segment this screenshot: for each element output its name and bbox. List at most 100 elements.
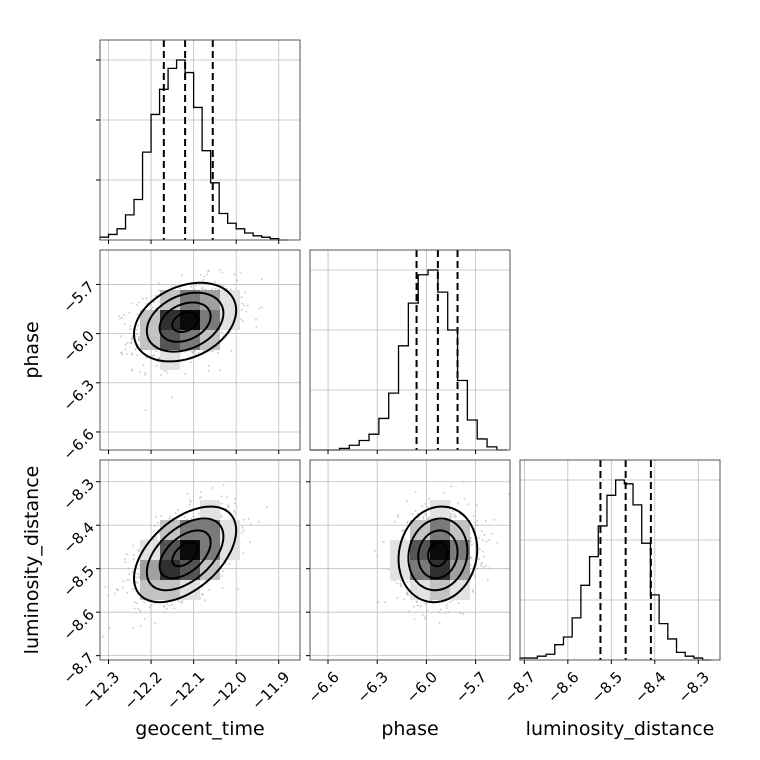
- sample-point: [488, 539, 491, 542]
- sample-point: [137, 607, 140, 610]
- sample-point: [414, 490, 417, 493]
- sample-point: [134, 601, 136, 603]
- gridlines: [520, 460, 720, 660]
- sample-point: [204, 599, 207, 602]
- sample-point: [241, 526, 244, 529]
- sample-point: [169, 515, 172, 518]
- sample-point: [211, 350, 214, 353]
- sample-point: [130, 369, 133, 372]
- sample-point: [207, 364, 210, 367]
- histogram-bar: [228, 223, 237, 240]
- sample-point: [171, 603, 174, 606]
- sample-point: [400, 580, 402, 583]
- panel-frame: [309, 459, 511, 661]
- y-tick-label: −5.7: [60, 278, 98, 316]
- sample-point: [177, 509, 179, 511]
- x-tick-label: −8.4: [631, 668, 669, 706]
- histogram-bar: [677, 652, 686, 660]
- sample-point: [249, 523, 252, 526]
- sample-point: [424, 512, 427, 515]
- sample-point: [178, 600, 181, 603]
- sample-point: [475, 504, 478, 507]
- sample-point: [151, 355, 154, 357]
- density-cell: [430, 500, 450, 520]
- sample-point: [181, 274, 183, 277]
- sample-point: [157, 289, 160, 292]
- sample-point: [480, 530, 483, 533]
- sample-point: [258, 307, 261, 310]
- sample-point: [234, 498, 237, 500]
- sample-point: [160, 515, 163, 518]
- sample-point: [190, 285, 193, 288]
- sample-point: [171, 396, 174, 399]
- sample-point: [211, 486, 214, 489]
- sample-point: [478, 548, 481, 550]
- sample-point: [107, 594, 110, 597]
- sample-point: [255, 325, 258, 328]
- histogram-bar: [126, 215, 135, 240]
- contour-line: [171, 311, 199, 333]
- sample-point: [137, 301, 140, 304]
- sample-point: [424, 603, 427, 606]
- sample-point: [226, 504, 229, 507]
- sample-point: [130, 302, 133, 305]
- density-cell: [220, 540, 240, 560]
- sample-point: [155, 364, 158, 367]
- density-cell: [160, 310, 180, 330]
- sample-point: [152, 537, 155, 540]
- density-cell: [140, 580, 160, 600]
- sample-point: [128, 311, 131, 314]
- sample-point: [214, 287, 217, 290]
- sample-point: [157, 282, 160, 285]
- sample-point: [240, 531, 243, 534]
- sample-point: [417, 518, 420, 520]
- sample-point: [243, 304, 246, 307]
- sample-point: [387, 568, 390, 571]
- sample-point: [221, 570, 224, 572]
- sample-point: [242, 518, 245, 521]
- histogram-bar: [477, 439, 487, 450]
- sample-point: [198, 512, 201, 515]
- sample-point: [445, 607, 448, 609]
- sample-point: [233, 502, 236, 505]
- sample-point: [457, 502, 460, 505]
- contour-line: [145, 517, 225, 592]
- y-axis-label-phase: phase: [21, 321, 43, 378]
- sample-point: [129, 328, 132, 331]
- sample-point: [453, 513, 456, 515]
- histogram-luminosity_distance: [519, 479, 712, 661]
- sample-point: [124, 348, 127, 351]
- histogram-bar: [143, 152, 152, 240]
- sample-point: [422, 516, 425, 518]
- x-axis-label-geocent_time: geocent_time: [135, 718, 264, 740]
- sample-point: [397, 514, 400, 517]
- sample-point: [221, 331, 224, 334]
- sample-point: [144, 409, 147, 411]
- sample-point: [462, 613, 465, 616]
- sample-point: [137, 338, 140, 340]
- sample-point: [469, 563, 472, 566]
- sample-point: [422, 517, 425, 520]
- sample-point: [154, 515, 157, 518]
- sample-point: [126, 591, 129, 594]
- sample-point: [221, 586, 224, 589]
- y-axis-label-luminosity_distance: luminosity_distance: [21, 466, 43, 655]
- y-tick-label: −6.6: [60, 425, 98, 463]
- sample-point: [479, 564, 482, 567]
- histogram-bar: [151, 114, 160, 240]
- histogram-bar: [168, 68, 177, 240]
- sample-point: [129, 325, 132, 328]
- histogram-bar: [546, 654, 555, 660]
- sample-point: [201, 594, 204, 597]
- contour-line: [132, 281, 238, 363]
- sample-point: [139, 624, 142, 627]
- sample-point: [397, 516, 399, 519]
- sample-point: [150, 303, 152, 306]
- sample-point: [155, 294, 158, 297]
- x-tick-label: −8.6: [544, 668, 582, 706]
- sample-point: [449, 512, 452, 515]
- sample-point: [416, 604, 419, 607]
- sample-point: [473, 527, 476, 530]
- sample-point: [476, 519, 479, 522]
- sample-point: [406, 500, 409, 503]
